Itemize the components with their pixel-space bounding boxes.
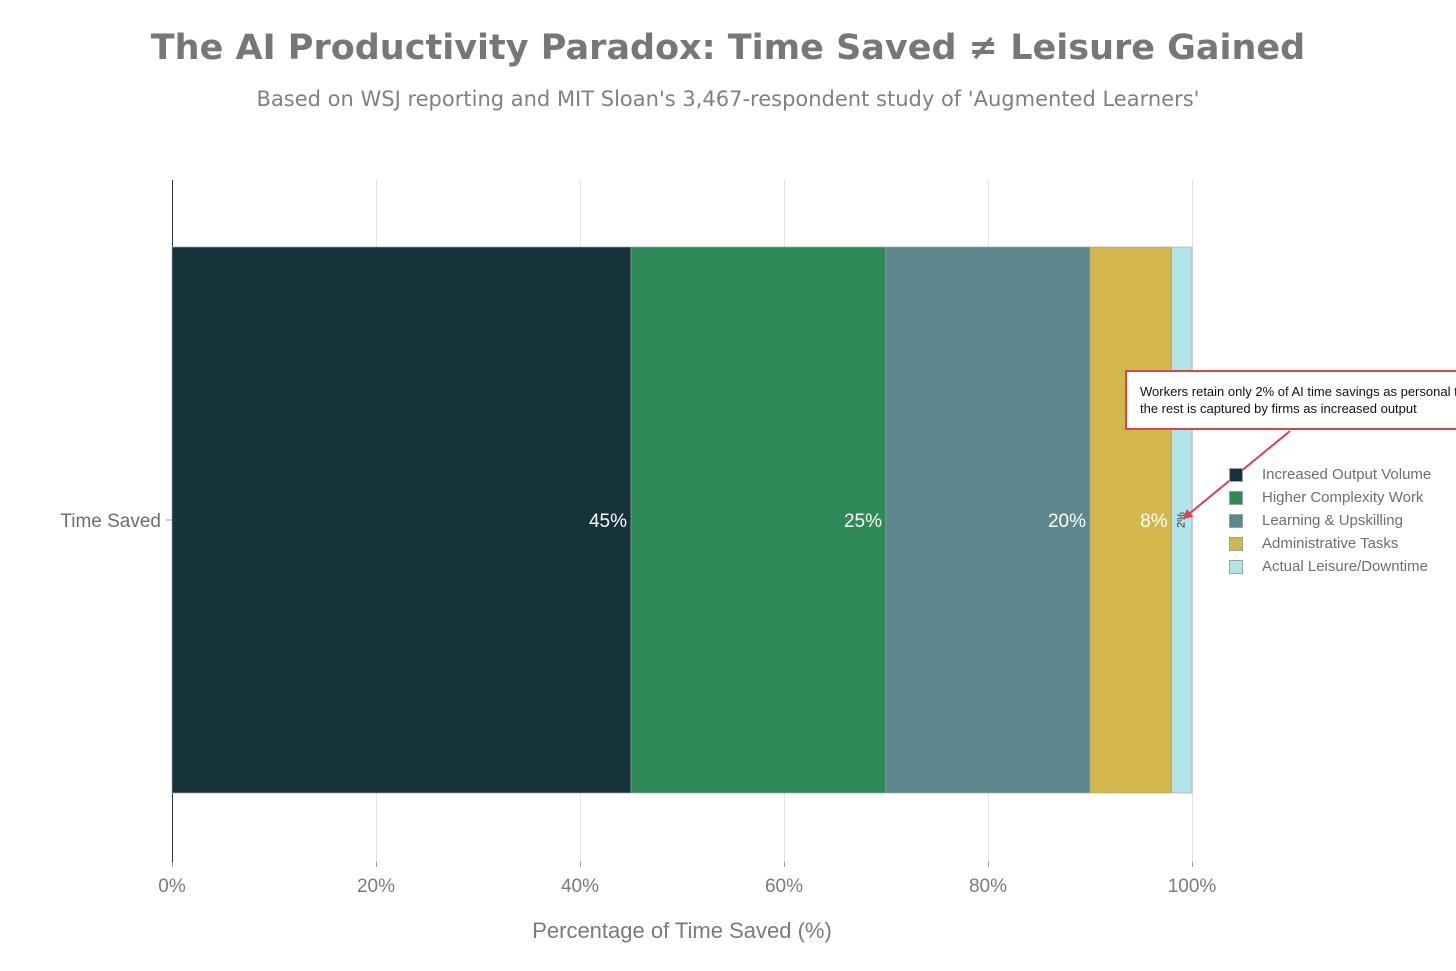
legend-label: Higher Complexity Work: [1262, 489, 1424, 506]
annotation-box: Workers retain only 2% of AI time saving…: [1125, 370, 1456, 430]
x-tick-label: 100%: [1168, 876, 1217, 897]
legend-item[interactable]: Administrative Tasks: [1229, 534, 1449, 557]
legend-swatch: [1229, 468, 1243, 482]
legend-swatch: [1229, 560, 1243, 574]
x-tick-label: 60%: [765, 876, 803, 897]
legend-label: Learning & Upskilling: [1262, 512, 1403, 529]
legend-swatch: [1229, 514, 1243, 528]
bar-labels: 45% 25% 20% 8% 2%: [589, 511, 1188, 532]
bar-segment-administrative-tasks: [1089, 246, 1172, 794]
y-tick-labels: Time Saved: [60, 511, 172, 532]
legend-swatch: [1229, 491, 1243, 505]
legend-label: Increased Output Volume: [1262, 466, 1432, 483]
x-tick-label: 40%: [561, 876, 599, 897]
x-tick-labels: 0% 20% 40% 60% 80% 100%: [158, 862, 1216, 897]
bars: [171, 246, 1193, 794]
legend-item[interactable]: Higher Complexity Work: [1229, 488, 1449, 511]
legend-item[interactable]: Learning & Upskilling: [1229, 511, 1449, 534]
data-label: 2%: [1176, 512, 1188, 528]
legend: Increased Output Volume Higher Complexity…: [1229, 465, 1449, 580]
y-tick-label: Time Saved: [60, 511, 161, 532]
annotation-line-1: Workers retain only 2% of AI time saving…: [1140, 384, 1456, 399]
data-label: 25%: [844, 511, 882, 532]
bar-segment-increased-output-volume: [171, 246, 632, 794]
x-axis-label: Percentage of Time Saved (%): [532, 918, 832, 943]
x-tick-label: 80%: [969, 876, 1007, 897]
data-label: 20%: [1048, 511, 1086, 532]
data-label: 8%: [1140, 511, 1168, 532]
x-tick-label: 20%: [357, 876, 395, 897]
legend-swatch: [1229, 537, 1243, 551]
legend-label: Administrative Tasks: [1262, 535, 1399, 552]
legend-item[interactable]: Increased Output Volume: [1229, 465, 1449, 488]
legend-item[interactable]: Actual Leisure/Downtime: [1229, 557, 1449, 580]
x-tick-label: 0%: [158, 876, 186, 897]
data-label: 45%: [589, 511, 627, 532]
bar-segment-higher-complexity-work: [630, 246, 887, 794]
annotation-line-2: the rest is captured by firms as increas…: [1140, 401, 1417, 416]
bar-segment-learning-upskilling: [885, 246, 1091, 794]
chart-title: The AI Productivity Paradox: Time Saved …: [150, 28, 1306, 68]
legend-label: Actual Leisure/Downtime: [1262, 558, 1428, 575]
chart-subtitle: Based on WSJ reporting and MIT Sloan's 3…: [256, 87, 1200, 111]
